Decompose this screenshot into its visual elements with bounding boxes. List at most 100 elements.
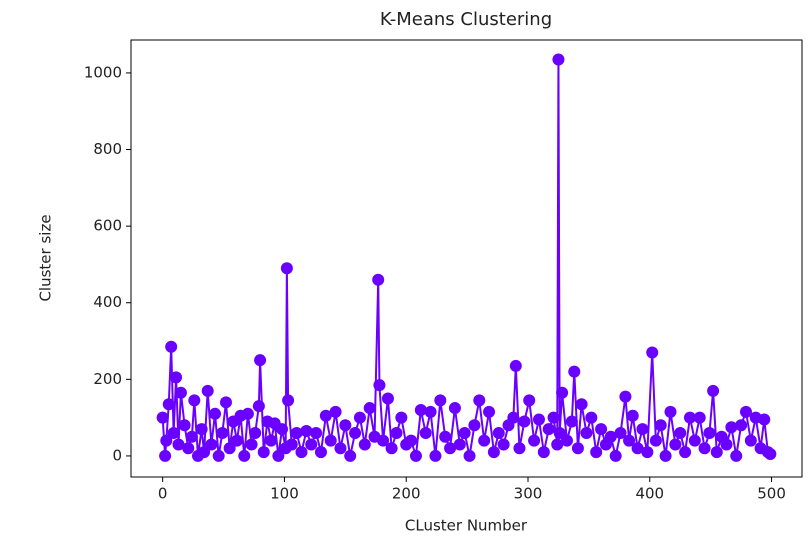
data-point: [664, 405, 677, 418]
y-tick-label: 600: [93, 217, 122, 235]
x-tick-label: 0: [158, 485, 168, 503]
data-point: [329, 405, 342, 418]
data-point: [688, 434, 701, 447]
data-point: [385, 442, 398, 455]
data-point: [358, 438, 371, 451]
x-tick-label: 400: [635, 485, 664, 503]
data-point: [698, 442, 711, 455]
data-point: [649, 434, 662, 447]
data-point: [532, 413, 545, 426]
data-point: [654, 419, 667, 432]
data-point: [372, 273, 385, 286]
data-point: [674, 426, 687, 439]
x-tick-label: 200: [392, 485, 421, 503]
data-point: [448, 402, 461, 415]
y-axis-label: Cluster size: [37, 214, 55, 301]
data-point: [195, 423, 208, 436]
data-point: [626, 409, 639, 422]
data-point: [580, 426, 593, 439]
y-tick-label: 200: [93, 370, 122, 388]
data-point: [556, 386, 569, 399]
data-point: [764, 448, 777, 461]
data-point: [744, 434, 757, 447]
data-point: [509, 359, 522, 372]
y-tick-label: 1000: [84, 63, 122, 81]
data-point: [604, 430, 617, 443]
data-point: [739, 405, 752, 418]
data-point: [170, 371, 183, 384]
data-point: [162, 398, 175, 411]
y-tick-label: 0: [112, 446, 122, 464]
data-point: [219, 396, 232, 409]
data-point: [693, 411, 706, 424]
data-point: [395, 411, 408, 424]
data-point: [646, 346, 659, 359]
data-point: [565, 415, 578, 428]
data-point: [492, 426, 505, 439]
data-point: [551, 438, 564, 451]
data-point: [636, 423, 649, 436]
data-point: [280, 262, 293, 275]
data-point: [614, 426, 627, 439]
data-point: [683, 411, 696, 424]
data-point: [334, 442, 347, 455]
data-point: [265, 434, 278, 447]
data-point: [324, 434, 337, 447]
data-point: [353, 411, 366, 424]
data-point: [619, 390, 632, 403]
data-point: [167, 426, 180, 439]
data-point: [223, 442, 236, 455]
data-point: [453, 438, 466, 451]
data-point: [245, 438, 258, 451]
data-point: [377, 434, 390, 447]
y-tick-label: 400: [93, 293, 122, 311]
data-point: [537, 446, 550, 459]
data-point: [339, 419, 352, 432]
data-point: [198, 446, 211, 459]
x-tick-label: 500: [757, 485, 786, 503]
data-point: [659, 449, 672, 462]
data-point: [349, 426, 362, 439]
data-point: [518, 415, 531, 428]
plot-frame: [130, 39, 803, 478]
data-point: [424, 405, 437, 418]
data-point: [710, 446, 723, 459]
data-point: [405, 434, 418, 447]
data-point: [212, 449, 225, 462]
data-point: [414, 403, 427, 416]
data-point: [468, 419, 481, 432]
data-point: [373, 379, 386, 392]
data-point: [571, 442, 584, 455]
data-point: [434, 394, 447, 407]
data-point: [295, 446, 308, 459]
data-point: [314, 446, 327, 459]
data-point: [344, 449, 357, 462]
data-point: [300, 425, 313, 438]
data-point: [276, 423, 289, 436]
data-point: [178, 419, 191, 432]
data-point: [439, 430, 452, 443]
data-point: [542, 423, 555, 436]
data-point: [725, 421, 738, 434]
data-point: [568, 365, 581, 378]
data-point: [609, 449, 622, 462]
data-point: [444, 442, 457, 455]
data-point: [429, 449, 442, 462]
data-point: [241, 407, 254, 420]
chart-title: K-Means Clustering: [380, 9, 552, 30]
data-point: [249, 426, 262, 439]
data-point: [703, 426, 716, 439]
data-point: [205, 438, 218, 451]
data-point: [252, 400, 265, 413]
data-point: [730, 449, 743, 462]
data-point: [483, 405, 496, 418]
data-point: [381, 392, 394, 405]
data-point: [254, 354, 267, 367]
data-point: [419, 426, 432, 439]
data-point: [390, 426, 403, 439]
y-tick-label: 800: [93, 140, 122, 158]
data-point: [160, 434, 173, 447]
data-point: [257, 446, 270, 459]
data-point: [528, 434, 541, 447]
data-point: [585, 411, 598, 424]
